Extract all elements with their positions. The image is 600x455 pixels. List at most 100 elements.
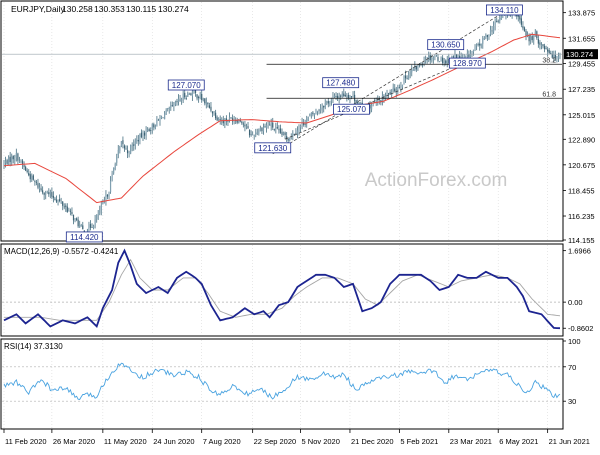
candle-body xyxy=(228,117,231,121)
macd-signal-line xyxy=(4,258,561,321)
price-y-tick-label: 125.015 xyxy=(568,111,595,120)
rsi-y-tick-label: 30 xyxy=(568,397,576,406)
candle-body xyxy=(313,113,316,116)
candle-body xyxy=(306,119,308,124)
ohlc-low: 130.115 xyxy=(126,4,156,14)
candle-body xyxy=(191,91,194,96)
candle-body xyxy=(455,54,458,60)
rsi-title: RSI(14) 37.3130 xyxy=(4,342,63,351)
candle-body xyxy=(201,94,203,100)
price-annotation-box xyxy=(485,4,523,16)
candle-body xyxy=(551,54,553,58)
candle-body xyxy=(309,115,311,117)
candle-body xyxy=(303,122,305,125)
candle-body xyxy=(57,200,59,203)
macd-line xyxy=(3,248,561,330)
candle-body xyxy=(293,133,295,135)
candle-body xyxy=(15,153,17,158)
candle-body xyxy=(423,61,425,65)
candle-body xyxy=(23,165,25,167)
candle-body xyxy=(378,98,380,101)
candle-body xyxy=(383,95,385,99)
candle-body xyxy=(486,34,489,37)
candle-body xyxy=(79,225,81,228)
candle-body xyxy=(500,14,502,20)
candle-body xyxy=(482,38,484,44)
candle-body xyxy=(355,100,357,103)
candle-body xyxy=(190,93,192,95)
candle-body xyxy=(401,84,404,88)
candle-body xyxy=(477,44,479,46)
watermark: ActionForex.com xyxy=(365,170,508,191)
candle-body xyxy=(55,199,58,202)
trend-channel-line xyxy=(272,9,508,155)
candle-body xyxy=(150,130,152,131)
candle-body xyxy=(479,43,481,46)
candle-body xyxy=(108,192,110,198)
candle-body xyxy=(432,57,434,59)
candle-body xyxy=(43,192,45,195)
rsi-panel-frame xyxy=(0,338,564,430)
price-annotation-box xyxy=(333,103,370,115)
candle-body xyxy=(259,127,261,132)
candle-body xyxy=(188,94,190,95)
x-tick-label: 7 Aug 2020 xyxy=(203,437,241,446)
candle-body xyxy=(248,129,251,136)
x-tick-label: 21 Dec 2020 xyxy=(351,437,394,446)
x-tick-label: 11 Feb 2020 xyxy=(5,437,47,446)
candle-body xyxy=(113,167,115,174)
candle-body xyxy=(281,131,283,135)
candle-body xyxy=(389,91,391,95)
candle-body xyxy=(51,192,53,197)
candle-body xyxy=(214,112,217,119)
candle-body xyxy=(123,145,126,149)
candle-body xyxy=(194,89,197,93)
candle-body xyxy=(176,100,178,103)
candle-body xyxy=(66,206,68,213)
candle-body xyxy=(320,108,322,111)
candle-body xyxy=(517,15,519,17)
candle-body xyxy=(496,21,498,23)
candle-body xyxy=(497,20,499,22)
candle-body xyxy=(448,59,450,64)
candle-body xyxy=(38,187,41,189)
candle-body xyxy=(218,118,220,121)
candle-body xyxy=(208,105,211,108)
candle-body xyxy=(273,128,275,130)
candle-body xyxy=(332,97,334,99)
candle-body xyxy=(326,101,328,103)
candle-body xyxy=(69,210,72,212)
candle-body xyxy=(193,90,195,92)
price-y-tick-label: 114.155 xyxy=(568,236,595,245)
candle-body xyxy=(94,219,96,226)
x-tick-label: 5 Feb 2021 xyxy=(400,437,438,446)
candle-body xyxy=(8,157,10,166)
candle-body xyxy=(29,174,31,180)
price-annotation-box xyxy=(448,57,486,69)
candle-body xyxy=(264,126,266,128)
candle-body xyxy=(125,148,127,150)
candle-body xyxy=(227,121,229,122)
candle-body xyxy=(40,188,42,191)
candle-body xyxy=(235,120,237,122)
candle-body xyxy=(284,132,286,136)
candle-body xyxy=(28,173,30,176)
last-price-box xyxy=(564,49,598,60)
candle-body xyxy=(242,123,244,125)
candle-body xyxy=(258,130,260,134)
candle-body xyxy=(295,132,297,134)
candle-body xyxy=(369,104,371,109)
candle-body xyxy=(289,138,291,142)
candle-body xyxy=(137,140,139,142)
candle-body xyxy=(119,146,121,152)
candle-body xyxy=(82,225,84,230)
candle-body xyxy=(533,35,535,41)
candle-body xyxy=(140,132,143,138)
candle-body xyxy=(213,112,215,114)
candle-body xyxy=(65,205,67,207)
candle-body xyxy=(196,94,198,99)
candle-body xyxy=(425,59,427,62)
candle-body xyxy=(179,99,181,101)
candle-body xyxy=(492,26,495,33)
